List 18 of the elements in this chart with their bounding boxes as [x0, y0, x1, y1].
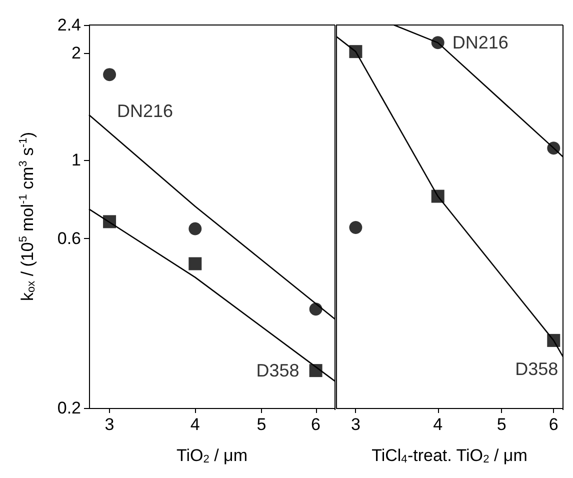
series-label: D358	[256, 360, 300, 381]
x-tick-label: 5	[256, 415, 266, 434]
series-label: D358	[515, 358, 558, 379]
text: kox / (105 mol-1 cm3 s-1)	[18, 132, 38, 302]
series-label: DN216	[117, 101, 174, 122]
y-tick-label: 0.6	[57, 229, 81, 248]
y-tick-label: 0.2	[57, 398, 81, 418]
y-tick-label: 1	[72, 150, 81, 170]
x-tick-label: 6	[311, 415, 321, 434]
y-tick-label: 2	[72, 44, 81, 63]
series-label: DN216	[452, 32, 508, 53]
x-tick-label: 6	[548, 415, 558, 434]
x-tick-label: 3	[350, 415, 360, 434]
x-tick-label: 4	[190, 415, 200, 434]
y-tick-label: 2.4	[57, 16, 81, 34]
x-tick-label: 3	[104, 415, 114, 434]
x-tick-label: 5	[496, 415, 506, 434]
x-tick-label: 4	[433, 415, 443, 434]
